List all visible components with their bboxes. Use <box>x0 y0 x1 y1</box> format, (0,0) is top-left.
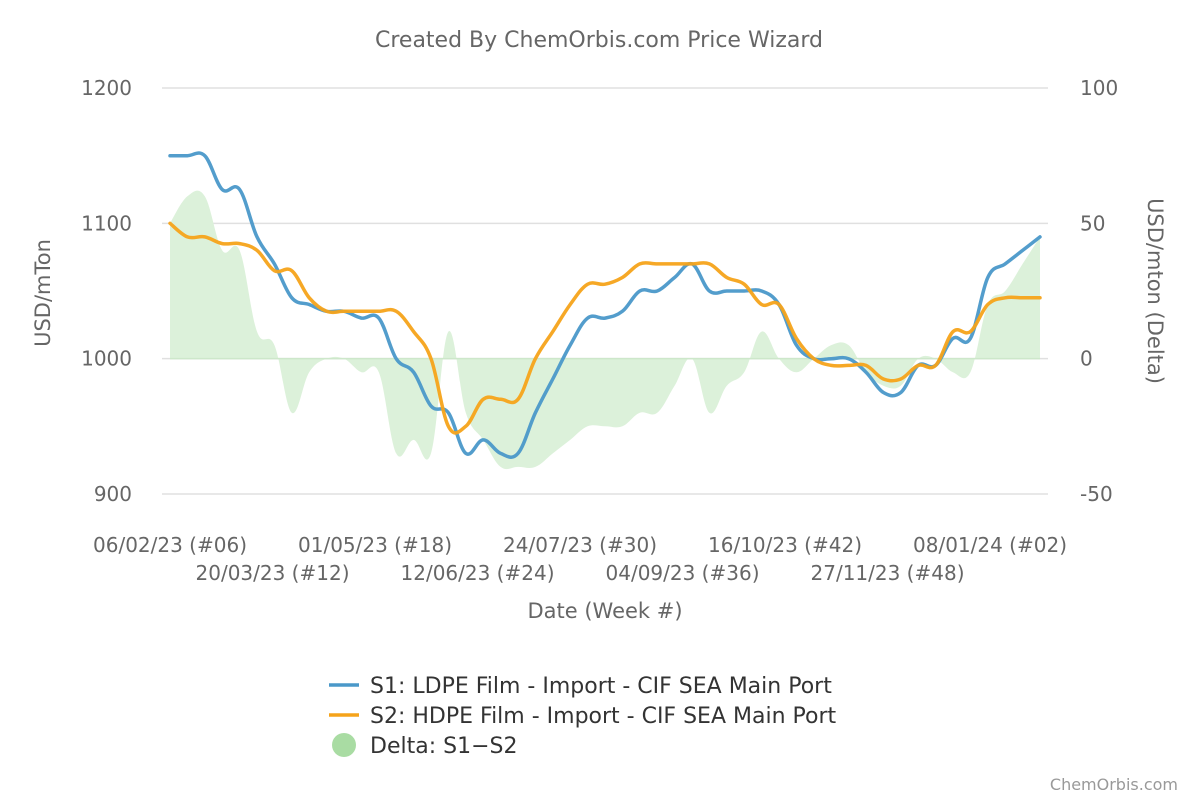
series-line-s2 <box>168 221 1042 435</box>
y-axis-title: USD/mTon <box>31 239 55 347</box>
credit-label: ChemOrbis.com <box>1050 775 1178 794</box>
y-axis-right: -50 0 50 100 <box>1080 76 1118 506</box>
x-tick-label: 12/06/23 (#24) <box>401 561 555 585</box>
chart-title: Created By ChemOrbis.com Price Wizard <box>375 28 823 53</box>
x-tick-label: 24/07/23 (#30) <box>503 533 657 557</box>
x-axis-title: Date (Week #) <box>527 599 682 623</box>
y2-tick-label: 50 <box>1080 211 1105 235</box>
x-tick-label: 01/05/23 (#18) <box>298 533 452 557</box>
y-tick-label: 1100 <box>81 211 132 235</box>
grid-lines <box>162 87 1048 495</box>
x-axis: 06/02/23 (#06) 20/03/23 (#12) 01/05/23 (#1… <box>93 533 1067 585</box>
legend: S1: LDPE Film - Import - CIF SEA Main Po… <box>329 674 836 759</box>
y2-tick-label: 100 <box>1080 76 1118 100</box>
y-tick-label: 1000 <box>81 347 132 371</box>
legend-label: S2: HDPE Film - Import - CIF SEA Main Po… <box>370 704 836 729</box>
delta-area <box>170 190 1040 470</box>
y2-axis-title: USD/mton (Delta) <box>1143 198 1167 384</box>
x-tick-label: 27/11/23 (#48) <box>811 561 965 585</box>
y-tick-label: 1200 <box>81 76 132 100</box>
series-lines-layer <box>168 151 1042 459</box>
x-tick-label: 16/10/23 (#42) <box>708 533 862 557</box>
legend-label: Delta: S1−S2 <box>370 734 517 759</box>
y-tick-label: 900 <box>94 482 132 506</box>
x-tick-label: 04/09/23 (#36) <box>606 561 760 585</box>
legend-swatch-delta <box>332 733 356 757</box>
legend-label: S1: LDPE Film - Import - CIF SEA Main Po… <box>370 674 832 699</box>
series-line-s1 <box>168 151 1042 459</box>
y-axis-left: 900 1000 1100 1200 <box>81 76 132 506</box>
y2-tick-label: 0 <box>1080 347 1093 371</box>
x-tick-label: 06/02/23 (#06) <box>93 533 247 557</box>
delta-area-layer <box>170 190 1040 470</box>
y2-tick-label: -50 <box>1080 482 1113 506</box>
x-tick-label: 20/03/23 (#12) <box>196 561 350 585</box>
x-tick-label: 08/01/24 (#02) <box>913 533 1067 557</box>
